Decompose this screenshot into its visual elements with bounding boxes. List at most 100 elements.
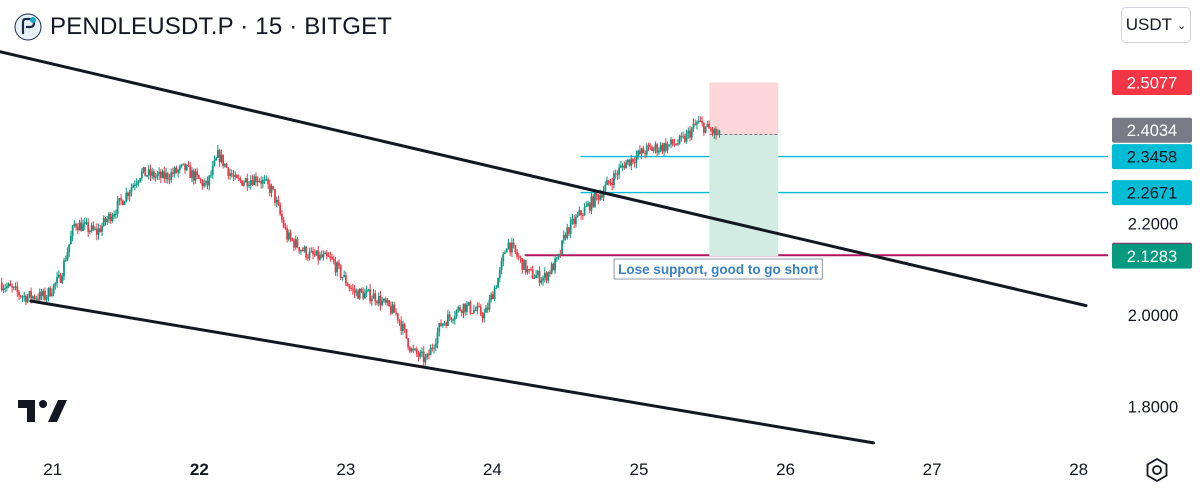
candle: [161, 169, 164, 179]
candle: [242, 180, 245, 187]
candle: [19, 294, 22, 299]
candle: [658, 147, 660, 155]
candle: [590, 193, 593, 214]
candle: [497, 277, 499, 288]
candle: [680, 132, 683, 142]
candle: [132, 182, 135, 188]
candle: [469, 300, 472, 315]
upper-trendline[interactable]: [0, 50, 1088, 308]
settings-gear-icon[interactable]: [1144, 457, 1170, 483]
tradingview-logo-icon[interactable]: [18, 398, 68, 424]
candle: [156, 170, 159, 181]
candle: [357, 289, 359, 299]
candle: [113, 210, 116, 219]
candle: [196, 167, 199, 180]
candle: [696, 120, 698, 130]
candle: [369, 283, 371, 304]
candle: [102, 215, 105, 227]
candle: [208, 175, 211, 191]
y-tick-label: 2.0000: [1128, 307, 1178, 325]
candle: [76, 223, 79, 235]
candle: [206, 176, 209, 190]
candle: [57, 270, 60, 279]
candle: [396, 312, 399, 324]
candle: [211, 161, 214, 179]
candle: [625, 159, 627, 169]
candle: [386, 297, 389, 306]
candle: [154, 173, 157, 182]
candle: [38, 288, 41, 304]
candle: [82, 219, 84, 232]
candle: [595, 191, 598, 201]
candle: [173, 166, 176, 178]
candle: [438, 322, 441, 337]
candle: [331, 253, 333, 260]
candle: [194, 168, 197, 184]
candle: [120, 194, 122, 206]
candle: [523, 258, 525, 270]
candle: [348, 283, 351, 292]
candle: [576, 211, 579, 218]
candle: [644, 150, 646, 159]
candle: [426, 352, 429, 360]
candle: [344, 271, 347, 287]
annotation-label[interactable]: Lose support, good to go short: [613, 258, 823, 280]
currency-selector-button[interactable]: USDT ⌄: [1121, 7, 1191, 43]
candle: [654, 141, 657, 154]
candle: [90, 222, 93, 233]
candle: [230, 169, 233, 178]
candle: [213, 155, 216, 167]
candle: [140, 168, 143, 181]
candle: [203, 178, 205, 188]
candle: [322, 250, 325, 261]
candle: [159, 169, 162, 184]
candle: [95, 223, 98, 241]
candle: [552, 262, 555, 271]
candle: [581, 213, 584, 220]
candle: [694, 119, 697, 126]
candle: [75, 222, 77, 231]
candle: [395, 308, 397, 316]
candle: [49, 285, 52, 297]
candle: [486, 302, 489, 314]
candle: [594, 192, 596, 209]
position-risk-zone[interactable]: [709, 82, 779, 135]
candle: [149, 164, 152, 182]
candle: [99, 224, 102, 233]
candle: [249, 175, 252, 190]
candle: [530, 266, 532, 272]
candle: [83, 217, 86, 230]
candle: [153, 169, 155, 181]
candle: [500, 257, 503, 275]
candle: [528, 268, 531, 274]
candle: [704, 126, 707, 134]
candle: [519, 255, 522, 263]
candle: [467, 301, 470, 307]
candle: [301, 247, 304, 252]
candle: [412, 344, 415, 354]
candle: [265, 175, 268, 182]
candle: [436, 327, 439, 349]
candle: [127, 191, 129, 200]
candle: [217, 144, 219, 159]
candle: [133, 180, 136, 191]
lower-trendline[interactable]: [29, 299, 876, 445]
candle: [9, 279, 12, 287]
candle: [220, 149, 223, 164]
candle: [491, 291, 494, 300]
svg-text:2.5077: 2.5077: [1127, 75, 1177, 93]
candle: [652, 146, 655, 153]
position-reward-zone[interactable]: [709, 134, 779, 257]
candle: [635, 150, 638, 169]
candle: [651, 145, 653, 152]
candle: [376, 299, 378, 306]
candle: [502, 251, 505, 267]
candle: [325, 249, 328, 260]
candle: [668, 144, 671, 147]
candle: [324, 251, 327, 255]
candle: [429, 344, 432, 356]
candle: [609, 179, 612, 186]
candle: [172, 167, 174, 178]
candle: [384, 296, 387, 306]
